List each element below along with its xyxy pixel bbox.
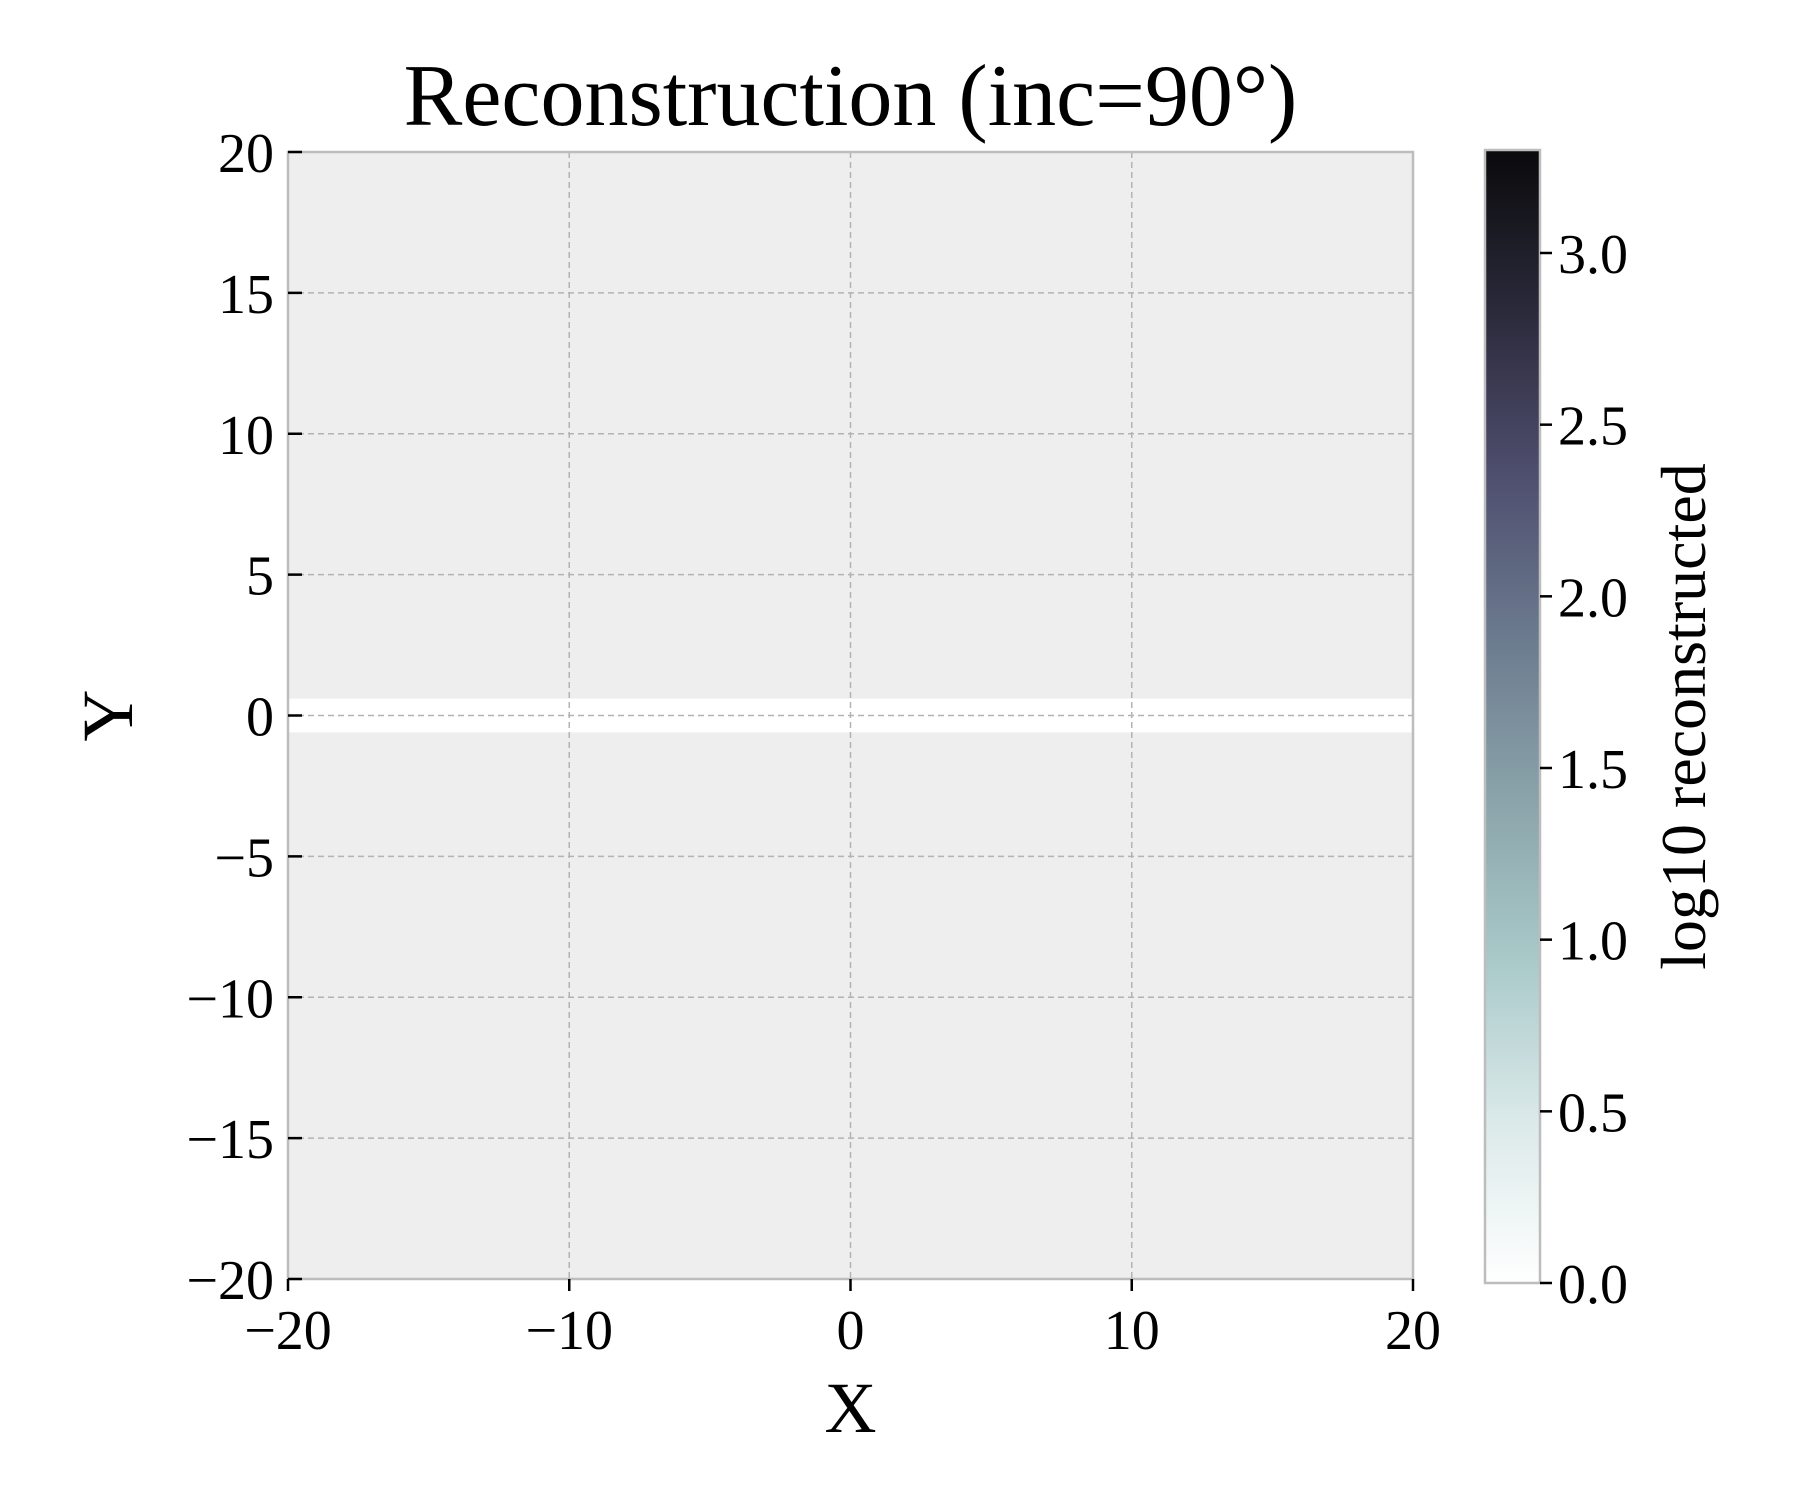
y-axis-label: Y <box>68 690 148 742</box>
x-tick-label: −20 <box>244 1300 332 1362</box>
colorbar-tick-label: 2.5 <box>1558 396 1628 458</box>
y-tick-label: 15 <box>218 264 274 326</box>
chart-title: Reconstruction (inc=90°) <box>404 48 1298 145</box>
x-axis-label: X <box>825 1368 877 1448</box>
colorbar-gradient <box>1483 148 1542 1285</box>
y-tick-label: 0 <box>246 687 274 749</box>
grid-lines <box>288 152 1413 1279</box>
y-tick-label: 10 <box>218 405 274 467</box>
colorbar-tick-label: 3.0 <box>1558 224 1628 286</box>
colorbar-tick-label: 0.0 <box>1558 1254 1628 1316</box>
colorbar-tick-label: 1.0 <box>1558 911 1628 973</box>
y-tick-label: −20 <box>186 1250 274 1312</box>
colorbar-ticks: 0.0 0.5 1.0 1.5 2.0 2.5 3.0 <box>1540 224 1628 1316</box>
colorbar-tick-label: 1.5 <box>1558 739 1628 801</box>
y-tick-label: −15 <box>186 1109 274 1171</box>
x-tick-label: 20 <box>1385 1300 1441 1362</box>
y-axis-ticks: −20 −15 −10 −5 0 5 10 15 20 <box>186 123 302 1312</box>
y-tick-label: 5 <box>246 546 274 608</box>
colorbar: 0.0 0.5 1.0 1.5 2.0 2.5 3.0 <box>1483 148 1628 1316</box>
x-axis-ticks: −20 −10 0 10 20 <box>244 1279 1441 1362</box>
y-tick-label: 20 <box>218 123 274 185</box>
x-tick-label: −10 <box>525 1300 613 1362</box>
plot-area: −20 −10 0 10 20 −20 −15 −10 −5 0 5 10 15 20 <box>186 123 1441 1362</box>
colorbar-label: log10 reconstructed <box>1648 463 1719 970</box>
y-tick-label: −10 <box>186 968 274 1030</box>
y-tick-label: −5 <box>214 827 274 889</box>
colorbar-tick-label: 0.5 <box>1558 1082 1628 1144</box>
colorbar-tick-label: 2.0 <box>1558 567 1628 629</box>
x-tick-label: 10 <box>1104 1300 1160 1362</box>
x-tick-label: 0 <box>837 1300 865 1362</box>
